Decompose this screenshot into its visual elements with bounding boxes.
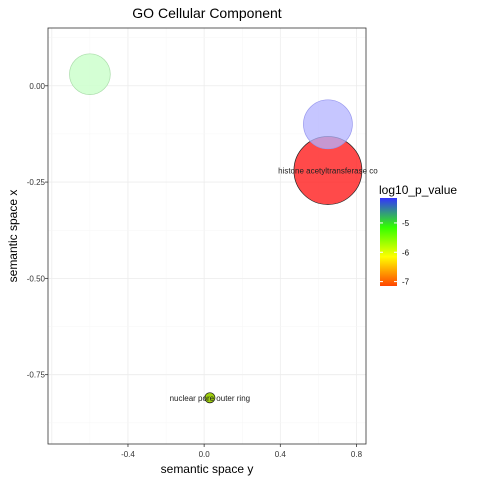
y-axis: 0.00 -0.25 -0.50 -0.75 xyxy=(27,82,48,380)
x-tick-label: 0.8 xyxy=(351,450,363,459)
legend-tick-label: -5 xyxy=(402,219,410,228)
go-term-label: nuclear pore outer ring xyxy=(170,394,251,403)
chart-title: GO Cellular Component xyxy=(132,5,282,21)
y-tick-label: -0.50 xyxy=(27,274,46,283)
x-tick-label: 0.0 xyxy=(199,450,211,459)
legend-title: log10_p_value xyxy=(379,183,457,197)
x-tick-label: 0.4 xyxy=(275,450,287,459)
bubble-label-layer: histone acetyltransferase co nuclear pore… xyxy=(170,167,379,403)
go-term-bubble xyxy=(303,99,353,150)
go-term-label: histone acetyltransferase co xyxy=(278,167,378,176)
color-legend: log10_p_value -5 -6 -7 xyxy=(379,183,457,287)
x-axis-title: semantic space y xyxy=(161,462,254,476)
go-term-bubble xyxy=(69,53,111,95)
y-axis-title: semantic space x xyxy=(6,190,20,283)
y-tick-label: 0.00 xyxy=(29,82,45,91)
plot-panel-border xyxy=(47,27,367,445)
x-axis: -0.4 0.0 0.4 0.8 xyxy=(121,444,363,459)
bubble-layer xyxy=(69,53,363,404)
go-term-bubble xyxy=(204,392,216,404)
grid-lines xyxy=(48,28,366,444)
legend-tick-label: -7 xyxy=(402,278,410,287)
y-tick-label: -0.25 xyxy=(27,178,46,187)
legend-colorbar xyxy=(380,198,397,286)
y-tick-label: -0.75 xyxy=(27,371,46,380)
x-tick-label: -0.4 xyxy=(121,450,135,459)
legend-tick-label: -6 xyxy=(402,248,410,257)
